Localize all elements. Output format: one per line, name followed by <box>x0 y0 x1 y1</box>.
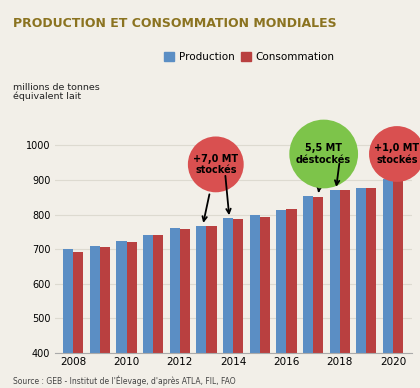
Bar <box>63 249 73 388</box>
Bar <box>393 180 403 388</box>
Bar <box>180 229 190 388</box>
Bar <box>356 187 366 388</box>
Legend: Production, Consommation: Production, Consommation <box>160 48 338 66</box>
Bar <box>73 252 84 388</box>
Bar <box>153 236 163 388</box>
Bar <box>303 196 313 388</box>
Text: équivalent lait: équivalent lait <box>13 91 81 100</box>
Bar <box>126 242 136 388</box>
Bar <box>196 226 207 388</box>
Text: millions de tonnes: millions de tonnes <box>13 83 100 92</box>
Text: +1,0 MT
stockés: +1,0 MT stockés <box>374 143 420 174</box>
Bar <box>233 219 243 388</box>
Text: PRODUCTION ET CONSOMMATION MONDIALES: PRODUCTION ET CONSOMMATION MONDIALES <box>13 17 336 31</box>
Bar <box>383 179 393 388</box>
Text: Source : GEB - Institut de l'Élevage, d'après ATLA, FIL, FAO: Source : GEB - Institut de l'Élevage, d'… <box>13 376 235 386</box>
Bar <box>286 210 297 388</box>
Text: +7,0 MT
stockés: +7,0 MT stockés <box>193 154 238 221</box>
Bar <box>276 210 286 388</box>
Text: 5,5 MT
déstockés: 5,5 MT déstockés <box>296 143 351 191</box>
Bar <box>170 229 180 388</box>
Bar <box>330 190 340 388</box>
Bar <box>340 190 350 388</box>
Bar <box>207 226 217 388</box>
Bar <box>260 217 270 388</box>
Bar <box>366 188 376 388</box>
Bar <box>90 246 100 388</box>
Bar <box>223 218 233 388</box>
Bar <box>313 197 323 388</box>
Bar <box>116 241 126 388</box>
Bar <box>100 247 110 388</box>
Bar <box>249 215 260 388</box>
Bar <box>143 235 153 388</box>
